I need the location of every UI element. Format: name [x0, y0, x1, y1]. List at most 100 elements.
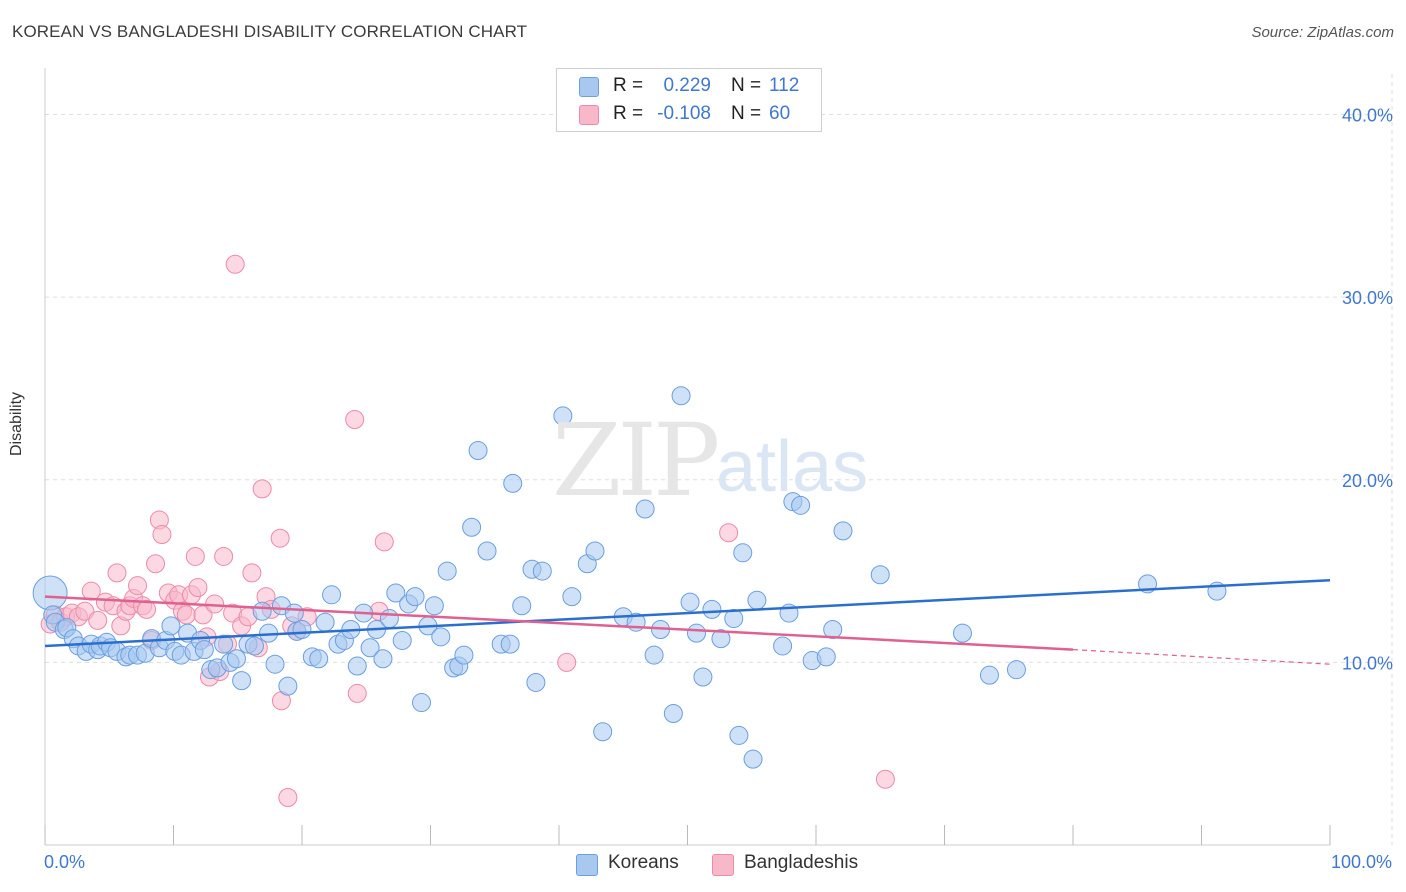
korean-points — [32, 386, 1227, 769]
korean-point — [347, 656, 367, 676]
watermark-atlas: atlas — [716, 427, 869, 507]
bangladeshis-swatch — [579, 105, 599, 125]
korean-point — [309, 649, 329, 669]
korean-point — [468, 441, 488, 461]
bangladeshi-point — [242, 563, 262, 583]
bangladeshi-point — [374, 532, 394, 552]
bangladeshi-point — [214, 546, 234, 566]
stats-box: R = 0.229 N = 112 R = -0.108 N = 60 — [556, 68, 822, 132]
legend-label-bangladeshis: Bangladeshis — [744, 852, 859, 873]
korean-point — [424, 596, 444, 616]
korean-point — [733, 543, 753, 563]
korean-point — [729, 725, 749, 745]
korean-point — [194, 640, 214, 660]
y-tick-label: 30.0% — [1342, 288, 1393, 308]
source-credit: Source: ZipAtlas.com — [1251, 24, 1394, 41]
axes — [44, 68, 1331, 846]
bangladeshi-point — [225, 254, 245, 274]
bangladeshi-point — [107, 563, 127, 583]
korean-point — [823, 620, 843, 640]
korean-point — [773, 636, 793, 656]
korean-point — [431, 627, 451, 647]
korean-point — [437, 561, 457, 581]
korean-point — [702, 599, 722, 619]
koreans-swatch — [579, 77, 599, 97]
korean-point — [252, 601, 272, 621]
korean-point — [503, 473, 523, 493]
korean-point — [265, 654, 285, 674]
bangladeshis-legend-swatch — [712, 854, 734, 876]
korean-point — [32, 575, 68, 611]
n-value: 60 — [769, 103, 791, 124]
bangladeshi-point — [75, 601, 95, 621]
korean-point — [512, 596, 532, 616]
y-tick-label: 40.0% — [1342, 106, 1393, 126]
korean-point — [635, 499, 655, 519]
korean-point — [585, 541, 605, 561]
bangladeshi-point — [185, 546, 205, 566]
korean-point — [226, 649, 246, 669]
bangladeshi-trend-line — [44, 595, 1074, 651]
y-tick-label: 20.0% — [1342, 471, 1393, 491]
korean-point — [644, 645, 664, 665]
bangladeshi-point — [88, 610, 108, 630]
korean-point — [322, 585, 342, 605]
korean-point — [711, 629, 731, 649]
korean-point — [686, 623, 706, 643]
chart-title: KOREAN VS BANGLADESHI DISABILITY CORRELA… — [12, 22, 528, 41]
korean-point — [671, 386, 691, 406]
korean-point — [477, 541, 497, 561]
legend-label-koreans: Koreans — [608, 852, 679, 873]
korean-point — [526, 672, 546, 692]
korean-point — [278, 676, 298, 696]
korean-point — [693, 667, 713, 687]
r-value: 0.229 — [663, 75, 711, 96]
r-label: R = — [613, 75, 644, 96]
bangladeshi-point — [252, 479, 272, 499]
trend-lines — [44, 578, 1331, 665]
korean-point — [791, 495, 811, 515]
korean-point — [500, 634, 520, 654]
watermark-zip: ZIP — [552, 402, 720, 519]
korean-point — [553, 406, 573, 426]
korean-point — [833, 521, 853, 541]
x-tick-label-max: 100.0% — [1330, 852, 1392, 872]
korean-point — [392, 630, 412, 650]
korean-point — [386, 583, 406, 603]
bangladeshi-point — [270, 528, 290, 548]
korean-trend-line — [44, 578, 1331, 648]
korean-point — [412, 693, 432, 713]
korean-point — [454, 645, 474, 665]
korean-point — [360, 638, 380, 658]
korean-point — [532, 561, 552, 581]
korean-point — [747, 590, 767, 610]
korean-point — [952, 623, 972, 643]
korean-point — [161, 616, 181, 636]
bangladeshi-point — [128, 576, 148, 596]
korean-point — [593, 722, 613, 742]
korean-point — [979, 665, 999, 685]
bangladeshi-point — [146, 554, 166, 574]
korean-point — [663, 704, 683, 724]
bangladeshi-point — [557, 652, 577, 672]
y-tick-labels: 10.0% 20.0% 30.0% 40.0% — [1342, 106, 1393, 674]
stats-row-bangladeshis: R = -0.108 N = 60 — [557, 101, 821, 129]
r-value: -0.108 — [657, 103, 711, 124]
koreans-legend-swatch — [576, 854, 598, 876]
x-tick-label-min: 0.0% — [44, 852, 86, 872]
korean-point — [870, 565, 890, 585]
bangladeshi-point — [719, 523, 739, 543]
korean-point — [1006, 660, 1026, 680]
korean-point — [816, 647, 836, 667]
korean-point — [462, 517, 482, 537]
bangladeshi-point — [176, 605, 196, 625]
korean-point — [562, 587, 582, 607]
korean-point — [379, 609, 399, 629]
korean-point — [743, 749, 763, 769]
y-axis-label: Disability — [8, 391, 25, 456]
korean-point — [244, 636, 264, 656]
bangladeshi-point — [188, 578, 208, 598]
r-label: R = — [613, 103, 644, 124]
korean-point — [405, 587, 425, 607]
